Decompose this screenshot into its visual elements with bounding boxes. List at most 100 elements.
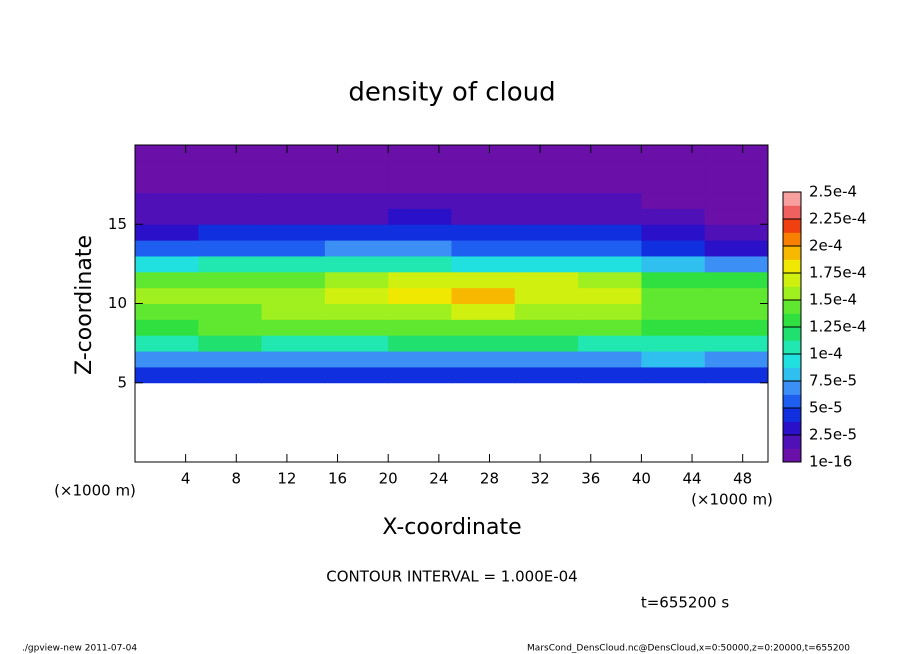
cell (261, 224, 326, 241)
cell (198, 287, 263, 304)
colorbar-swatch (783, 408, 801, 422)
cell (388, 192, 452, 209)
cell (641, 145, 706, 162)
cell (578, 255, 642, 273)
cell (135, 271, 199, 289)
colorbar-swatch (783, 435, 801, 449)
cell (261, 351, 326, 368)
cell (578, 303, 642, 320)
cell (578, 176, 642, 194)
y-tick-label: 5 (117, 373, 127, 391)
cell (198, 335, 263, 352)
cell (578, 208, 642, 225)
colorbar-tick-label: 2.5e-4 (809, 183, 857, 201)
cell (198, 255, 263, 273)
colorbar-tick-label: 2.5e-5 (809, 426, 857, 444)
chart-title: density of cloud (348, 78, 555, 108)
cell (514, 287, 579, 304)
colorbar-swatch (783, 232, 801, 247)
cell (261, 176, 326, 194)
colorbar-tick-label: 5e-5 (809, 399, 843, 417)
colorbar-swatch (783, 219, 801, 233)
cell (514, 240, 579, 257)
cell (514, 192, 579, 209)
colorbar-swatch (783, 448, 801, 463)
cell (451, 351, 516, 368)
cell (135, 176, 199, 194)
colorbar-tick-label: 1e-16 (809, 453, 852, 471)
cell (641, 319, 706, 336)
cell (388, 335, 452, 352)
cell (261, 160, 326, 178)
y-axis-label: Z-coordinate (72, 235, 97, 375)
cell (324, 240, 389, 257)
colorbar-swatch (783, 327, 801, 341)
colorbar-swatch (783, 300, 801, 314)
cell (198, 192, 263, 209)
x-tick-label: 24 (429, 470, 448, 488)
cell (578, 319, 642, 336)
cell (641, 366, 706, 384)
cell (514, 319, 579, 336)
cell (578, 351, 642, 368)
x-unit-label: (×1000 m) (691, 491, 773, 509)
cell (198, 176, 263, 194)
x-tick-label: 28 (480, 470, 499, 488)
y-tick-label: 15 (108, 215, 127, 233)
cell (704, 335, 769, 352)
cell (135, 287, 199, 304)
cell (578, 366, 642, 384)
x-tick-label: 48 (733, 470, 752, 488)
cell (451, 287, 516, 304)
cell (451, 366, 516, 384)
cell (198, 351, 263, 368)
cell (641, 271, 706, 289)
cell (641, 160, 706, 178)
cell (388, 319, 452, 336)
cell (324, 145, 389, 162)
cell (388, 366, 452, 384)
cell (451, 192, 516, 209)
colorbar-tick-label: 1.75e-4 (809, 264, 867, 282)
cell (388, 240, 452, 257)
cell (451, 208, 516, 225)
cell (641, 192, 706, 209)
cell (324, 208, 389, 225)
cell (578, 145, 642, 162)
cell (324, 271, 389, 289)
cell (704, 208, 769, 225)
cell (135, 192, 199, 209)
colorbar-tick-label: 2.25e-4 (809, 210, 867, 228)
cell (451, 271, 516, 289)
cell (451, 319, 516, 336)
cell (135, 366, 199, 384)
cell (135, 208, 199, 225)
cell (704, 319, 769, 336)
cell (641, 224, 706, 241)
cell (261, 335, 326, 352)
cell (388, 255, 452, 273)
cell (451, 240, 516, 257)
cell (641, 176, 706, 194)
cell (261, 303, 326, 320)
cell (324, 351, 389, 368)
cell (388, 303, 452, 320)
colorbar-tick-label: 1.5e-4 (809, 291, 857, 309)
colorbar-swatch (783, 246, 801, 260)
cell (324, 255, 389, 273)
cell (451, 303, 516, 320)
x-tick-label: 20 (379, 470, 398, 488)
colorbar-swatch (783, 421, 801, 436)
cell (324, 160, 389, 178)
colorbar-swatch (783, 192, 801, 206)
cell (704, 192, 769, 209)
cell (261, 192, 326, 209)
cell (388, 176, 452, 194)
cell (135, 319, 199, 336)
cell (451, 335, 516, 352)
cell (324, 319, 389, 336)
y-tick-label: 10 (108, 294, 127, 312)
cell (451, 145, 516, 162)
cell (641, 287, 706, 304)
colorbar-swatch (783, 367, 801, 382)
